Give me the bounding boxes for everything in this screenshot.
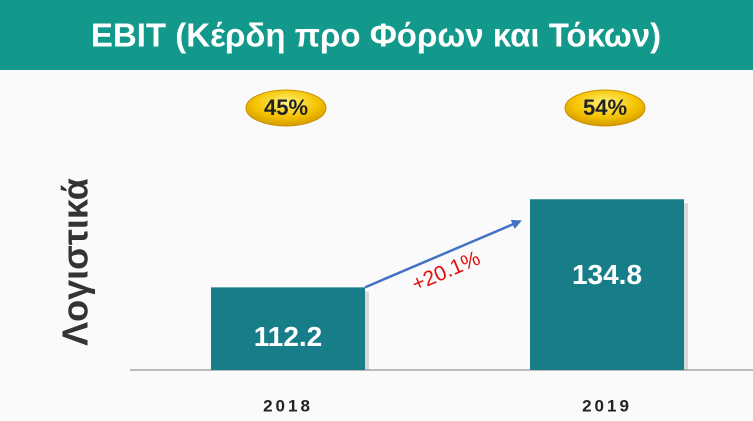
x-tick-label: 2018 — [263, 396, 313, 415]
badge — [564, 89, 646, 127]
x-tick-label: 2019 — [582, 396, 632, 415]
chart-title: EBIT (Κέρδη προ Φόρων και Τόκων) — [91, 17, 661, 54]
title-bar — [0, 0, 753, 70]
bar — [530, 199, 684, 370]
change-arrow — [364, 219, 522, 289]
badge-label: 54% — [583, 95, 627, 120]
data-label: 134.8 — [572, 259, 642, 290]
y-axis-label: Λογιστικά — [55, 178, 96, 346]
badge — [245, 89, 327, 127]
bar — [211, 287, 365, 370]
badge-label: 45% — [264, 95, 308, 120]
data-label: 112.2 — [254, 321, 323, 352]
